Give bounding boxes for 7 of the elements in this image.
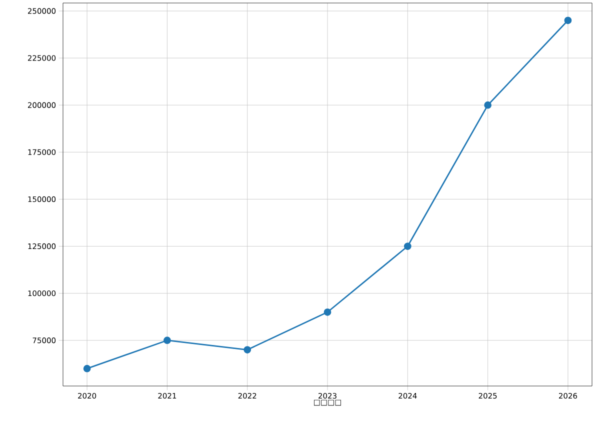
point bbox=[83, 364, 91, 372]
point bbox=[244, 346, 252, 354]
point bbox=[164, 336, 171, 344]
point bbox=[324, 308, 332, 316]
point bbox=[564, 16, 572, 24]
point bbox=[404, 242, 412, 250]
point bbox=[484, 101, 492, 109]
